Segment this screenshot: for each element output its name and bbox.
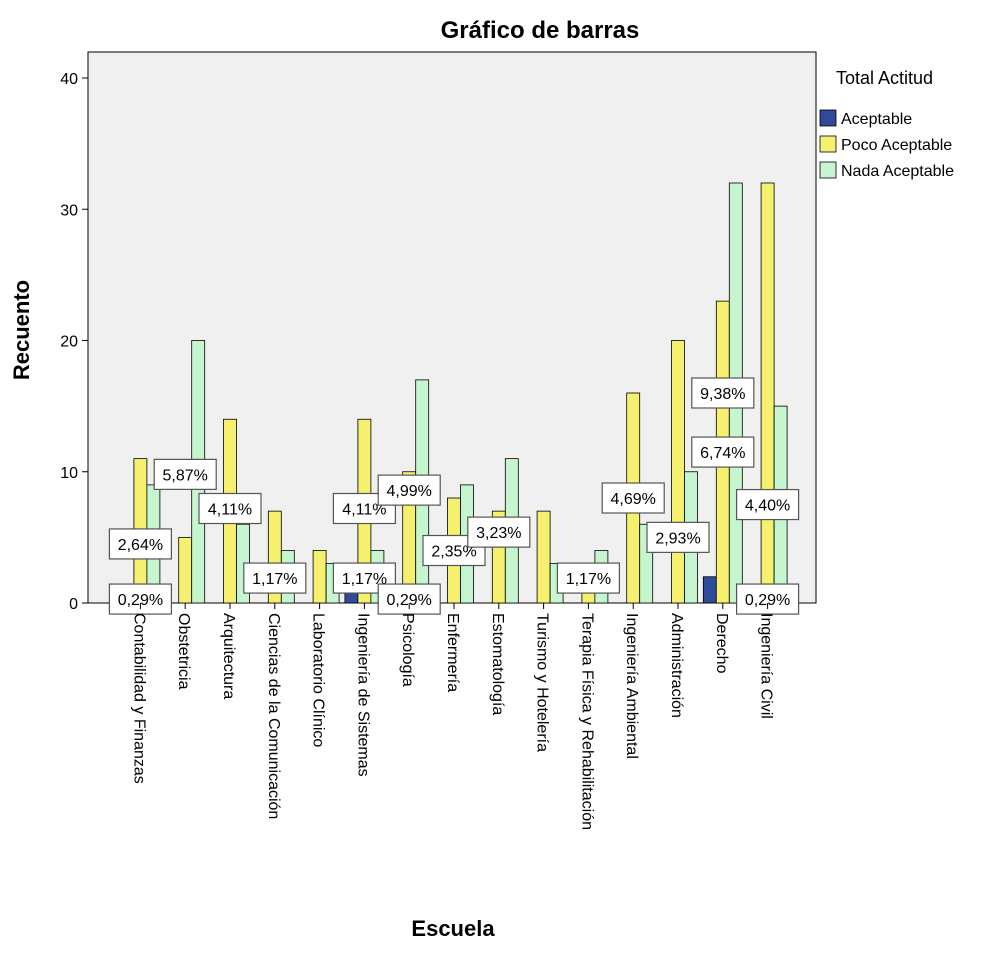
y-tick-label: 20 bbox=[60, 334, 78, 351]
legend-label: Nada Aceptable bbox=[841, 163, 954, 180]
category-label: Ciencias de la Comunicación bbox=[265, 613, 282, 819]
data-label-text: 9,38% bbox=[700, 386, 745, 403]
data-label: 2,93% bbox=[646, 521, 710, 553]
data-label-text: 3,23% bbox=[476, 525, 521, 542]
data-label-text: 2,93% bbox=[655, 530, 700, 547]
data-label-text: 6,74% bbox=[700, 445, 745, 462]
data-label-text: 2,64% bbox=[118, 537, 163, 554]
data-label-box bbox=[108, 528, 173, 560]
data-label-text: 1,17% bbox=[566, 571, 611, 588]
data-label-text: 4,40% bbox=[745, 498, 790, 515]
data-label-box bbox=[467, 516, 531, 548]
data-label-box bbox=[377, 583, 441, 615]
data-label: 2,35% bbox=[422, 534, 486, 567]
x-axis-title: Escuela bbox=[411, 916, 495, 941]
category-label: Ingeniería Civil bbox=[758, 613, 775, 719]
data-label-text: 0,29% bbox=[745, 592, 790, 609]
category-label: Turismo y Hotelería bbox=[534, 613, 551, 752]
y-tick-label: 30 bbox=[60, 202, 78, 219]
y-tick-label: 40 bbox=[60, 71, 78, 88]
data-label-box bbox=[108, 583, 173, 615]
data-label-text: 0,29% bbox=[387, 592, 432, 609]
data-label: 4,11% bbox=[198, 492, 262, 525]
legend-label: Aceptable bbox=[841, 111, 912, 128]
legend-label: Poco Aceptable bbox=[841, 137, 952, 154]
data-label: 2,64% bbox=[108, 528, 173, 560]
data-label-text: 4,11% bbox=[342, 502, 386, 519]
legend-swatch bbox=[819, 109, 837, 127]
data-label-box bbox=[153, 458, 217, 490]
data-label-box bbox=[556, 562, 621, 594]
bar-poco-aceptable bbox=[671, 340, 685, 604]
data-label-box bbox=[735, 583, 800, 615]
bar-poco-aceptable bbox=[312, 550, 327, 604]
category-label: Derecho bbox=[713, 613, 730, 674]
data-label: 1,17% bbox=[243, 562, 307, 594]
data-label: 0,29% bbox=[735, 583, 800, 615]
data-label: 1,17% bbox=[556, 562, 621, 594]
data-label-text: 1,17% bbox=[342, 571, 387, 588]
data-label: 4,99% bbox=[377, 474, 441, 506]
data-label-box bbox=[646, 521, 710, 553]
y-tick-label: 0 bbox=[69, 596, 78, 613]
bar-poco-aceptable bbox=[760, 182, 775, 604]
data-label-box bbox=[377, 474, 441, 506]
bar-poco-aceptable bbox=[178, 536, 193, 604]
bar-poco-aceptable bbox=[536, 510, 551, 604]
legend-swatch bbox=[819, 161, 837, 179]
data-label-text: 2,35% bbox=[431, 544, 476, 561]
data-label-box bbox=[601, 482, 665, 514]
data-label: 4,69% bbox=[601, 482, 665, 514]
category-label: Enfermería bbox=[444, 613, 461, 692]
data-label-box bbox=[691, 436, 755, 468]
y-tick-label: 10 bbox=[60, 465, 78, 482]
data-label-text: 1,17% bbox=[252, 571, 297, 588]
category-label: Psicología bbox=[399, 613, 416, 687]
data-label-text: 4,69% bbox=[611, 491, 656, 508]
data-label: 9,38% bbox=[691, 377, 755, 409]
legend-title: Total Actitud bbox=[836, 68, 933, 88]
data-label-box bbox=[243, 562, 307, 594]
category-label: Ingeniería Ambiental bbox=[623, 613, 640, 759]
category-label: Estomatología bbox=[489, 613, 506, 715]
legend: Aceptable Poco Aceptable Nada Aceptable bbox=[819, 109, 954, 180]
bar-aceptable bbox=[702, 576, 717, 604]
data-label-box bbox=[691, 377, 755, 409]
data-label-box bbox=[735, 488, 800, 521]
data-label: 3,23% bbox=[467, 516, 531, 548]
category-label: Contabilidad y Finanzas bbox=[130, 613, 147, 784]
data-label-text: 5,87% bbox=[163, 467, 208, 484]
category-label: Terapia Física y Rehabilitación bbox=[578, 613, 595, 830]
data-label: 5,87% bbox=[153, 458, 217, 490]
data-label-box bbox=[198, 492, 262, 525]
category-label: Administración bbox=[668, 613, 685, 718]
data-label-text: 4,11% bbox=[208, 502, 252, 519]
chart-title: Gráfico de barras bbox=[441, 17, 640, 44]
category-label: Arquitectura bbox=[220, 613, 237, 699]
data-label: 0,29% bbox=[108, 583, 173, 615]
category-label: Ingeniería de Sistemas bbox=[354, 613, 371, 777]
data-label: 0,29% bbox=[377, 583, 441, 615]
data-label-text: 0,29% bbox=[118, 592, 163, 609]
legend-swatch bbox=[819, 135, 837, 153]
data-label-text: 4,99% bbox=[387, 483, 432, 500]
data-label: 6,74% bbox=[691, 436, 755, 468]
y-axis-title: Recuento bbox=[9, 280, 34, 380]
category-label: Obstetricia bbox=[175, 613, 192, 690]
data-label: 4,40% bbox=[735, 488, 800, 521]
category-label: Laboratorio Clínico bbox=[310, 613, 327, 747]
